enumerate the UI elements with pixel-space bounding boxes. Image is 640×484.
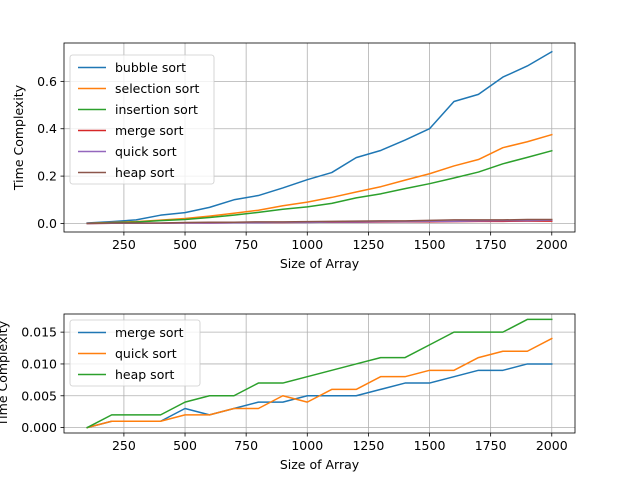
chart-panel-2: 250 500 750 1000 1250 1500 1750 2000 0.000 0.005 0… <box>0 313 576 472</box>
x-tick-label: 1250 <box>352 438 384 453</box>
legend-label: bubble sort <box>115 60 186 75</box>
series-line-insertion-sort <box>86 149 553 225</box>
series-line-bubble-sort <box>86 50 553 224</box>
y-tick-label: 0.015 <box>21 325 57 340</box>
legend-label: insertion sort <box>115 102 198 117</box>
legend-label: quick sort <box>115 346 177 361</box>
y-axis-label: Time Complexity <box>0 320 10 427</box>
legend-label: selection sort <box>115 81 199 96</box>
y-tick-label: 0.0 <box>37 216 57 231</box>
series-line-heap-sort <box>86 318 553 429</box>
y-tick-label: 0.6 <box>37 74 57 89</box>
legend-label: heap sort <box>115 165 174 180</box>
legend: bubble sort selection sort insertion sort m… <box>69 54 215 185</box>
x-tick-label: 250 <box>112 438 136 453</box>
y-tick-label: 0.2 <box>37 169 57 184</box>
x-tick-label: 2000 <box>536 237 568 252</box>
y-tick-label: 0.4 <box>37 121 57 136</box>
y-tick-label: 0.005 <box>21 388 57 403</box>
legend-box <box>69 319 201 387</box>
x-tick-label: 250 <box>112 237 136 252</box>
chart-panel-1: 250 500 750 1000 1250 1500 1750 2000 0.0 0.2 0.4 0.… <box>11 42 576 271</box>
y-tick-label: 0.010 <box>21 356 57 371</box>
series-line-heap-sort <box>86 218 553 225</box>
x-tick-label: 1750 <box>475 438 507 453</box>
x-tick-label: 500 <box>173 438 197 453</box>
x-tick-label: 750 <box>234 438 258 453</box>
x-tick-label: 1500 <box>414 438 446 453</box>
x-tick-label: 500 <box>173 237 197 252</box>
x-axis-label: Size of Array <box>280 457 360 472</box>
y-axis-label: Time Complexity <box>11 84 26 191</box>
legend-label: quick sort <box>115 144 177 159</box>
legend: merge sort quick sort heap sort <box>69 319 201 387</box>
series-line-quick-sort <box>86 337 553 429</box>
x-tick-label: 1000 <box>291 237 323 252</box>
x-tick-label: 1000 <box>291 438 323 453</box>
x-tick-label: 1750 <box>475 237 507 252</box>
x-tick-label: 2000 <box>536 438 568 453</box>
legend-label: merge sort <box>115 123 184 138</box>
x-tick-label: 1250 <box>352 237 384 252</box>
legend-label: merge sort <box>115 325 184 340</box>
x-axis-label: Size of Array <box>280 256 360 271</box>
x-tick-label: 1500 <box>414 237 446 252</box>
axes-frame <box>63 313 576 434</box>
y-tick-label: 0.000 <box>21 420 57 435</box>
x-tick-label: 750 <box>234 237 258 252</box>
axes-frame <box>63 42 576 233</box>
legend-label: heap sort <box>115 367 174 382</box>
